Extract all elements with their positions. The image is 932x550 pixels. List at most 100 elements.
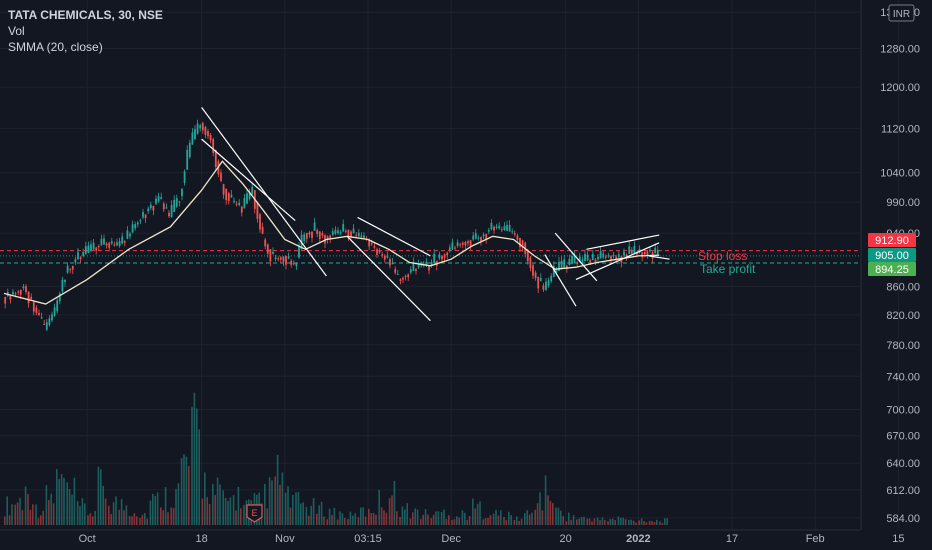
volume-bar (555, 507, 557, 525)
volume-bar (333, 507, 336, 525)
candle-body (269, 249, 272, 262)
volume-bar (11, 504, 13, 525)
candle-body (121, 236, 124, 244)
volume-bar (620, 517, 622, 525)
x-axis[interactable]: Oct 18 Nov 03:15 Dec 20 2022 17 Feb 15 (0, 529, 905, 545)
volume-bar (456, 516, 458, 525)
trendline[interactable] (544, 254, 577, 307)
candle-body (142, 212, 144, 218)
candle-body (641, 252, 644, 258)
smma-indicator-label[interactable]: SMMA (20, close) (8, 40, 103, 54)
candle-body (45, 322, 48, 330)
volume-bars (4, 392, 668, 525)
candle-body (66, 265, 69, 273)
candle-body (420, 264, 423, 266)
volume-indicator-label[interactable]: Vol (8, 24, 25, 38)
earnings-marker[interactable]: E (246, 504, 263, 523)
volume-bar (352, 515, 354, 525)
volume-bar (300, 503, 302, 525)
trendline[interactable] (201, 106, 327, 277)
volume-bar (461, 510, 464, 525)
volume-bar (219, 484, 221, 525)
candle-body (97, 246, 100, 248)
volume-bar (549, 500, 552, 525)
volume-bar (482, 519, 484, 525)
volume-bar (81, 498, 84, 525)
volume-bar (638, 520, 640, 525)
candle-body (194, 129, 196, 140)
candle-body (139, 220, 142, 222)
volume-bar (92, 516, 94, 525)
volume-bar (524, 513, 526, 525)
volume-bar (422, 514, 424, 525)
candle-body (493, 226, 495, 231)
volume-bar (139, 517, 141, 525)
volume-bar (27, 494, 29, 525)
volume-bar (266, 508, 268, 525)
volume-bar (583, 516, 585, 525)
candle-body (162, 203, 165, 210)
candle-body (160, 197, 163, 200)
trendline[interactable] (648, 255, 670, 260)
volume-bar (276, 454, 279, 525)
candle-body (594, 259, 597, 262)
trendline[interactable] (357, 216, 431, 257)
volume-bar (495, 509, 497, 525)
trendline[interactable] (201, 138, 296, 222)
candle-body (95, 247, 98, 251)
currency-badge[interactable]: INR (888, 4, 915, 22)
candle-body (230, 194, 233, 198)
volume-bar (401, 506, 404, 525)
volume-bar (451, 519, 453, 525)
volume-bar (516, 516, 518, 525)
price-tag-box (868, 262, 916, 276)
candle-body (649, 249, 651, 252)
volume-bar (112, 502, 115, 525)
volume-bar (586, 518, 588, 525)
y-tick-label: 612.00 (886, 485, 920, 497)
volume-bar (472, 498, 474, 525)
volume-bar (576, 519, 578, 525)
volume-bar (578, 518, 580, 525)
candle-body (313, 222, 316, 231)
candle-body (199, 125, 202, 129)
trendlines[interactable] (201, 106, 670, 322)
volume-bar (146, 518, 148, 525)
volume-bar (212, 484, 214, 525)
candle-body (292, 263, 295, 265)
volume-bar (284, 492, 287, 525)
volume-bar (435, 511, 437, 525)
candle-body (147, 208, 150, 212)
trendline[interactable] (346, 235, 431, 322)
candle-body (103, 238, 105, 245)
candle-body (264, 239, 267, 247)
candle-body (74, 259, 77, 263)
candle-body (571, 255, 573, 265)
candle-body (43, 324, 46, 326)
candle-body (459, 244, 462, 246)
volume-bar (497, 515, 500, 525)
candle-body (446, 252, 449, 256)
symbol-title[interactable]: TATA CHEMICALS, 30, NSE (8, 8, 163, 22)
candle-body (558, 261, 560, 271)
candle-body (58, 293, 61, 302)
candle-body (14, 293, 17, 295)
candle-body (178, 201, 181, 203)
price-tag-label: 912.90 (875, 235, 909, 247)
volume-bar (164, 487, 167, 525)
volume-bar (66, 482, 68, 525)
volume-bar (357, 517, 360, 525)
candle-body (183, 171, 186, 183)
candle-body (399, 279, 402, 281)
candle-body (521, 240, 524, 248)
trendline[interactable] (586, 234, 660, 250)
price-tag-box (868, 233, 916, 247)
trendline[interactable] (575, 242, 660, 280)
volume-bar (464, 512, 466, 525)
candle-body (77, 252, 79, 260)
volume-bar (526, 510, 528, 525)
volume-bar (492, 513, 495, 525)
volume-bar (316, 513, 318, 525)
volume-bar (29, 509, 32, 525)
